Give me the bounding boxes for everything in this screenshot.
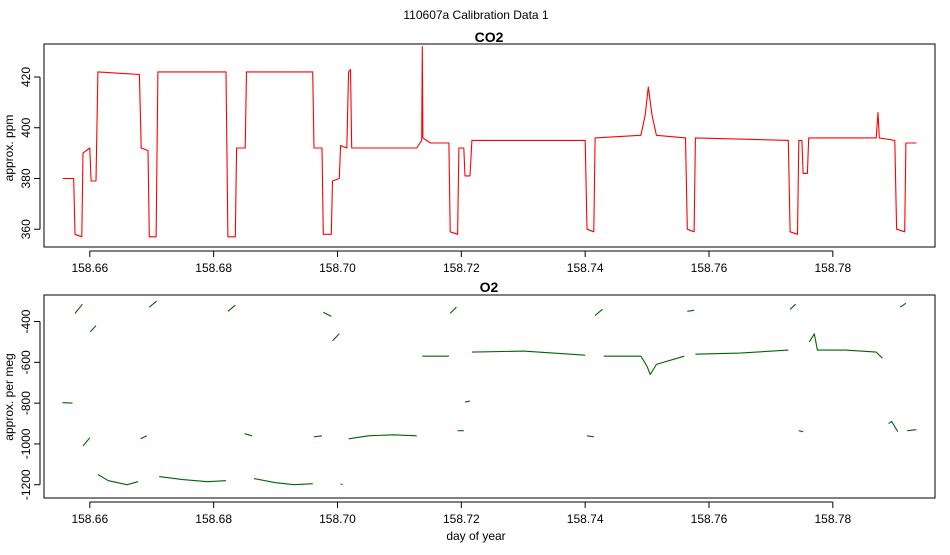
series-line-segment [323,312,331,316]
x-axis-label-o2: day of year [446,529,505,543]
y-axis-o2: -1200 -1000 -800 -600 -400 [19,309,40,500]
y-tick-label: -400 [19,309,33,333]
figure-title: 110607a Calibration Data 1 [403,8,549,22]
series-line-segment [349,435,417,439]
panel-title-o2: O2 [480,279,499,295]
y-tick-label: -800 [19,391,33,415]
series-line-segment [245,434,252,436]
y-tick-label: -1000 [19,428,33,459]
plot-frame-o2 [44,295,935,498]
x-tick-label: 158.76 [691,261,728,275]
x-tick-label: 158.66 [71,261,108,275]
x-tick-label: 158.76 [691,512,728,526]
series-line-segment [465,401,470,402]
series-line-segment [141,436,147,439]
series-line-segment [63,47,917,237]
x-tick-label: 158.66 [71,512,108,526]
y-tick-label: 420 [19,67,33,87]
panel-title-co2: CO2 [475,29,504,45]
series-line-segment [149,301,156,307]
series-line-segment [604,356,685,374]
y-tick-label: 380 [19,168,33,188]
x-tick-label: 158.70 [319,512,356,526]
series-line-segment [790,304,796,309]
series-line-segment [228,305,235,311]
x-tick-label: 158.78 [814,261,851,275]
series-line-segment [90,326,96,332]
x-tick-label: 158.68 [195,512,232,526]
y-axis-label-o2: approx. per meg [2,353,16,440]
series-line-segment [695,350,788,354]
y-axis-label-co2: approx. ppm [2,115,16,182]
series-line-segment [587,436,594,437]
series-line-segment [83,438,90,446]
x-tick-label: 158.74 [567,512,604,526]
series-line-segment [595,309,602,315]
x-tick-label: 158.74 [567,261,604,275]
series-line-segment [809,334,882,358]
series-co2 [63,47,917,237]
series-line-segment [900,303,906,307]
series-line-segment [450,307,456,313]
y-tick-label: -600 [19,350,33,374]
x-tick-label: 158.72 [443,261,480,275]
plot-frame-co2 [44,44,935,247]
x-tick-label: 158.68 [195,261,232,275]
series-line-segment [159,477,226,482]
panel-co2: CO2 158.66 158.68 158.70 158.72 158.74 158.76… [2,29,935,275]
series-line-segment [889,422,898,432]
y-tick-label: 360 [19,219,33,239]
y-tick-label: 400 [19,117,33,137]
series-line-segment [314,436,322,437]
series-line-segment [907,430,916,431]
series-line-segment [98,475,138,485]
series-line-segment [333,334,340,341]
series-line-segment [687,310,694,311]
y-axis-co2: 360 380 400 420 [19,67,40,240]
series-line-segment [75,304,82,313]
x-tick-label: 158.78 [814,512,851,526]
series-line-segment [254,479,313,485]
series-line-segment [799,431,803,432]
series-o2 [63,301,917,485]
x-axis-o2: 158.66 158.68 158.70 158.72 158.74 158.76 158.… [71,502,851,526]
x-axis-co2: 158.66 158.68 158.70 158.72 158.74 158.76 158.… [71,251,851,275]
y-tick-label: -1200 [19,469,33,500]
series-line-segment [341,484,343,485]
series-line-segment [472,351,585,355]
x-tick-label: 158.70 [319,261,356,275]
x-tick-label: 158.72 [443,512,480,526]
